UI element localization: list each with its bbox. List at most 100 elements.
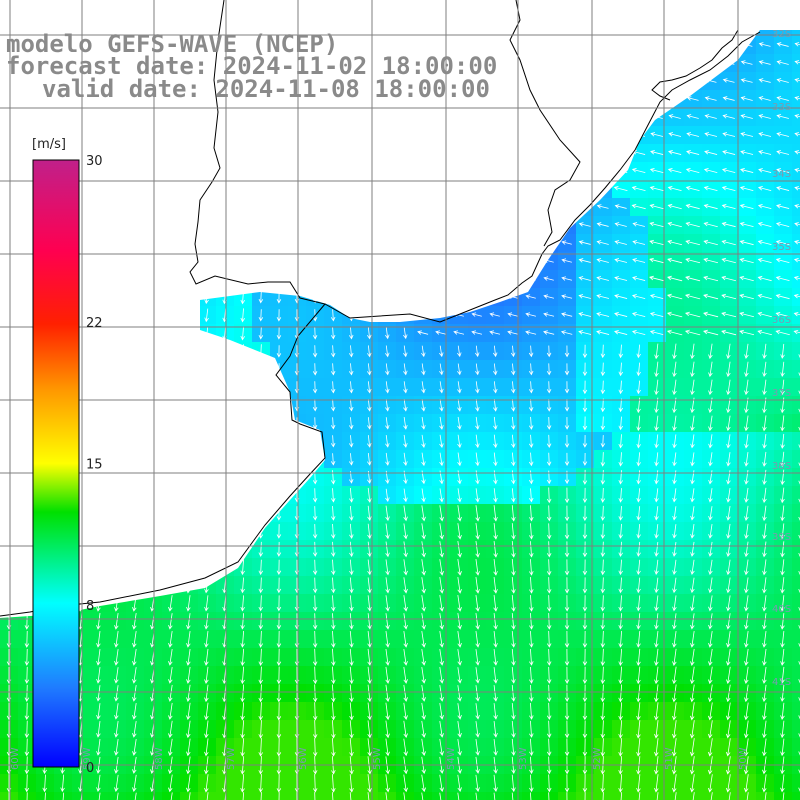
wind-arrow — [618, 452, 624, 467]
wind-cell — [792, 774, 800, 792]
wind-arrow — [403, 613, 408, 630]
wind-arrow — [780, 415, 785, 432]
wind-arrow — [385, 613, 390, 630]
wind-arrow — [582, 416, 588, 431]
colorbar-unit: [m/s] — [32, 137, 66, 152]
wind-arrow — [725, 684, 731, 703]
wind-arrow — [582, 613, 588, 630]
wind-arrow — [312, 327, 318, 340]
wind-arrow — [703, 257, 719, 264]
wind-arrow — [618, 434, 624, 449]
wind-arrow — [457, 595, 462, 612]
wind-arrow — [707, 720, 713, 739]
wind-arrow — [708, 631, 713, 648]
wind-arrow — [654, 488, 659, 503]
wind-arrow — [600, 630, 606, 648]
wind-arrow — [367, 738, 372, 757]
wind-arrow — [330, 541, 336, 557]
wind-arrow — [776, 186, 790, 191]
wind-arrow — [689, 684, 695, 703]
lat-label: 33S — [772, 102, 791, 113]
wind-arrow — [685, 257, 701, 264]
wind-arrow — [614, 276, 628, 281]
wind-arrow — [690, 379, 695, 396]
wind-arrow — [546, 363, 552, 376]
wind-arrow — [614, 312, 628, 317]
wind-arrow — [349, 774, 354, 793]
wind-arrow — [349, 792, 352, 800]
wind-arrow — [776, 78, 789, 83]
wind-arrow — [725, 774, 731, 793]
wind-arrow — [276, 524, 282, 539]
wind-arrow — [312, 309, 318, 322]
wind-arrow — [798, 715, 800, 720]
wind-arrow — [44, 792, 46, 800]
wind-cell — [432, 792, 450, 800]
wind-arrow — [726, 470, 731, 485]
wind-arrow — [385, 774, 390, 793]
wind-arrow — [762, 523, 767, 540]
wind-arrow — [439, 559, 444, 576]
wind-arrow — [708, 415, 713, 432]
wind-arrow — [475, 703, 480, 720]
wind-cell — [792, 162, 800, 180]
wind-cell — [702, 792, 720, 800]
wind-arrow — [703, 185, 718, 192]
wind-arrow — [367, 666, 372, 685]
wind-arrow — [493, 363, 498, 376]
wind-arrow — [439, 685, 444, 702]
wind-arrow — [564, 434, 570, 448]
wind-arrow — [618, 488, 623, 503]
lon-label: 55W — [372, 747, 383, 770]
wind-arrow — [798, 426, 800, 431]
wind-arrow — [649, 257, 665, 264]
wind-arrow — [596, 204, 609, 209]
wind-arrow — [330, 435, 336, 448]
wind-arrow — [708, 559, 713, 576]
wind-arrow — [649, 312, 664, 317]
wind-arrow — [757, 204, 772, 209]
wind-arrow — [798, 661, 800, 666]
wind-arrow — [667, 168, 682, 174]
wind-arrow — [204, 308, 209, 323]
wind-arrow — [690, 631, 695, 648]
wind-arrow — [367, 613, 372, 630]
wind-arrow — [511, 720, 516, 738]
wind-arrow — [511, 577, 516, 594]
wind-arrow — [312, 506, 318, 521]
wind-arrow — [258, 774, 263, 793]
wind-arrow — [798, 571, 800, 576]
wind-arrow — [564, 720, 570, 739]
wind-arrow — [666, 329, 683, 336]
wind-arrow — [421, 774, 427, 793]
wind-arrow — [507, 330, 519, 335]
wind-arrow — [258, 291, 264, 304]
wind-arrow — [739, 186, 754, 191]
wind-arrow — [186, 684, 191, 702]
wind-arrow — [722, 114, 735, 119]
wind-arrow — [457, 631, 462, 648]
wind-arrow — [312, 559, 318, 576]
wind-arrow — [564, 648, 570, 666]
wind-arrow — [475, 774, 480, 792]
wind-arrow — [757, 275, 772, 282]
wind-arrow — [564, 381, 570, 394]
wind-arrow — [578, 276, 591, 281]
wind-arrow — [186, 613, 191, 630]
wind-arrow — [529, 648, 534, 666]
wind-arrow — [614, 330, 628, 335]
wind-arrow — [708, 488, 713, 503]
wind-arrow — [600, 487, 606, 503]
wind-arrow — [636, 577, 641, 594]
wind-arrow — [528, 363, 534, 376]
wind-arrow — [168, 738, 173, 757]
wind-arrow — [546, 613, 552, 630]
wind-arrow — [493, 488, 498, 503]
wind-arrow — [672, 738, 677, 757]
wind-arrow — [794, 42, 800, 47]
wind-arrow — [330, 309, 336, 322]
wind-arrow — [312, 363, 318, 376]
wind-arrow — [762, 684, 767, 703]
wind-arrow — [780, 720, 785, 739]
wind-cell — [756, 792, 774, 800]
